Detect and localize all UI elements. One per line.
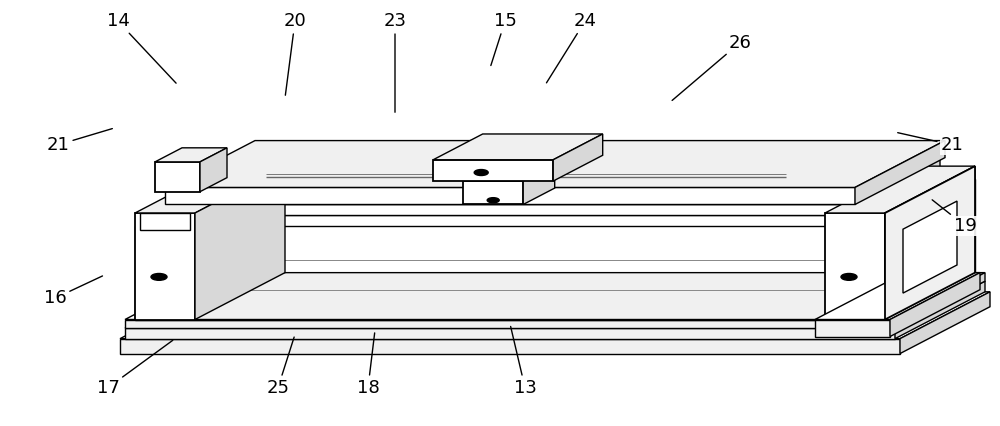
Polygon shape [845,168,935,226]
Circle shape [151,273,167,280]
Polygon shape [885,166,975,320]
Polygon shape [890,273,980,337]
Polygon shape [850,158,940,215]
Polygon shape [900,292,990,354]
Polygon shape [885,179,975,320]
Text: 24: 24 [546,12,596,83]
Text: 23: 23 [384,12,406,112]
Polygon shape [463,164,555,181]
Text: 20: 20 [284,12,306,95]
Polygon shape [175,215,845,226]
Polygon shape [225,179,975,273]
Polygon shape [170,158,940,204]
Text: 21: 21 [898,132,963,154]
Text: 18: 18 [357,333,379,397]
Circle shape [841,273,857,280]
Polygon shape [135,213,195,320]
Polygon shape [125,281,985,328]
Polygon shape [135,273,975,320]
Text: 26: 26 [672,34,751,101]
Text: 21: 21 [47,129,112,154]
Polygon shape [125,328,895,339]
Polygon shape [195,166,285,320]
Polygon shape [433,160,553,181]
Polygon shape [815,320,890,337]
Polygon shape [165,141,945,187]
Text: 13: 13 [511,326,536,397]
Text: 14: 14 [107,12,176,83]
Polygon shape [140,213,190,230]
Polygon shape [120,292,990,339]
Polygon shape [825,166,975,213]
Text: 25: 25 [266,337,294,397]
Polygon shape [523,164,555,204]
Polygon shape [120,339,900,354]
Polygon shape [903,201,957,293]
Polygon shape [170,204,850,215]
Text: 17: 17 [97,340,173,397]
Text: 19: 19 [932,200,976,235]
Polygon shape [125,273,985,320]
Polygon shape [165,187,855,204]
Polygon shape [815,273,980,320]
Polygon shape [125,320,895,328]
Polygon shape [895,281,985,339]
Circle shape [487,198,499,203]
Polygon shape [433,134,603,160]
Text: 16: 16 [44,276,102,307]
Polygon shape [825,213,885,320]
Polygon shape [200,148,227,192]
Text: 15: 15 [491,12,516,66]
Polygon shape [463,181,523,204]
Polygon shape [155,148,227,162]
Polygon shape [175,168,935,215]
Polygon shape [155,162,200,192]
Polygon shape [895,273,985,328]
Polygon shape [885,166,975,320]
Polygon shape [855,141,945,204]
Polygon shape [135,226,885,320]
Circle shape [474,170,488,176]
Polygon shape [553,134,603,181]
Polygon shape [135,166,285,213]
